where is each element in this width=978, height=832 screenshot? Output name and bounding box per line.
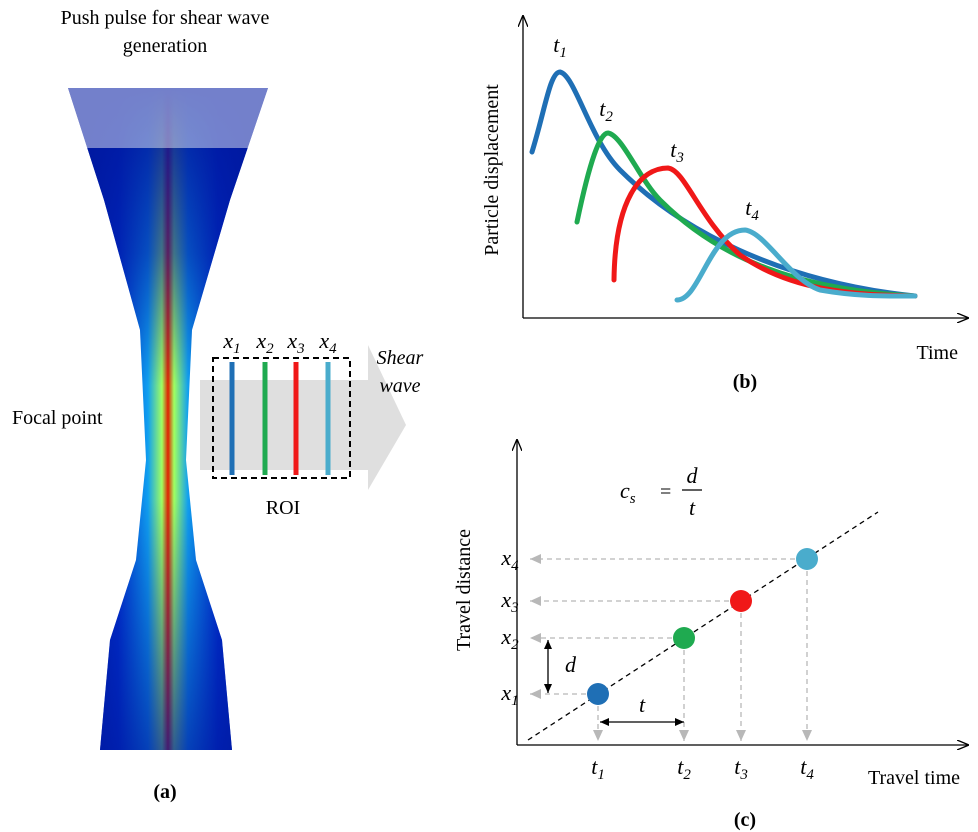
formula-subscript: s [630,491,636,507]
symbol: t [599,96,606,121]
panel-a: Push pulse for shear wave generation Foc… [12,7,424,803]
math-label: x3 [286,328,304,357]
data-point [796,548,818,570]
symbol: x [222,328,233,353]
title-line: Push pulse for shear wave [61,7,270,29]
shear-wave-label: Shear [377,347,424,369]
roi-box [212,357,351,479]
subscript: 4 [511,558,519,574]
symbol: t [677,754,684,779]
subscript: 1 [597,767,605,783]
panel-c: Travel distance Travel time x1t1x2t2x3t3… [453,440,968,831]
x-axis-label: Travel time [868,767,960,789]
formula-symbol: c [620,478,630,503]
caption: (a) [153,781,176,803]
subscript: 2 [683,767,691,783]
data-point [673,627,695,649]
symbol: x [500,545,511,570]
formula-denominator: t [689,495,696,520]
curve [611,165,918,299]
shear-arrow [200,345,406,490]
symbol: x [500,624,511,649]
time-label: t [639,692,646,717]
subscript: 4 [751,208,759,224]
math-label: t4 [745,195,759,224]
focal-point-label: Focal point [12,407,103,429]
symbol: x [318,328,329,353]
caption: (c) [734,809,756,831]
math-label: t3 [670,137,684,166]
subscript: 3 [510,600,519,616]
subscript: 1 [511,693,519,709]
symbol: t [800,754,807,779]
subscript: 3 [739,767,748,783]
subscript: 1 [559,45,567,61]
title-line: generation [123,35,207,57]
formula-numerator: d [687,463,699,488]
shear-wave-label: wave [379,375,420,397]
symbol: x [286,328,297,353]
math-label: x4 [500,545,519,574]
formula-lhs: cs [620,478,636,507]
math-label: x3 [500,587,518,616]
math-label: x1 [500,680,518,709]
formula-equals: = [660,481,671,503]
fit-line [527,511,879,741]
curve [674,227,918,303]
math-label: x2 [500,624,519,653]
math-label: t1 [553,32,567,61]
x-axis-label: Time [916,342,958,364]
math-label: t4 [800,754,814,783]
symbol: t [591,754,598,779]
y-axis-label: Particle displacement [481,84,503,256]
math-label: x4 [318,328,337,357]
subscript: 3 [296,341,305,357]
math-label: x1 [222,328,240,357]
subscript: 1 [233,341,241,357]
subscript: 2 [511,637,519,653]
symbol: x [500,587,511,612]
data-point [730,590,752,612]
subscript: 2 [605,109,613,125]
math-label: t2 [599,96,613,125]
data-point [587,683,609,705]
roi-label: ROI [266,497,300,519]
math-label: x2 [255,328,274,357]
symbol: x [500,680,511,705]
beam-top [68,88,268,148]
symbol: t [670,137,677,162]
subscript: 2 [266,341,274,357]
math-label: t1 [591,754,605,783]
symbol: t [553,32,560,57]
y-axis-label: Travel distance [453,529,475,651]
beam-shade [68,88,268,750]
symbol: x [255,328,266,353]
caption: (b) [733,371,757,393]
symbol: t [745,195,752,220]
math-label: t3 [734,754,748,783]
math-label: t2 [677,754,691,783]
curve [529,69,918,299]
subscript: 4 [329,341,337,357]
symbol: t [734,754,741,779]
distance-label: d [565,652,577,677]
subscript: 3 [675,150,684,166]
subscript: 4 [806,767,814,783]
